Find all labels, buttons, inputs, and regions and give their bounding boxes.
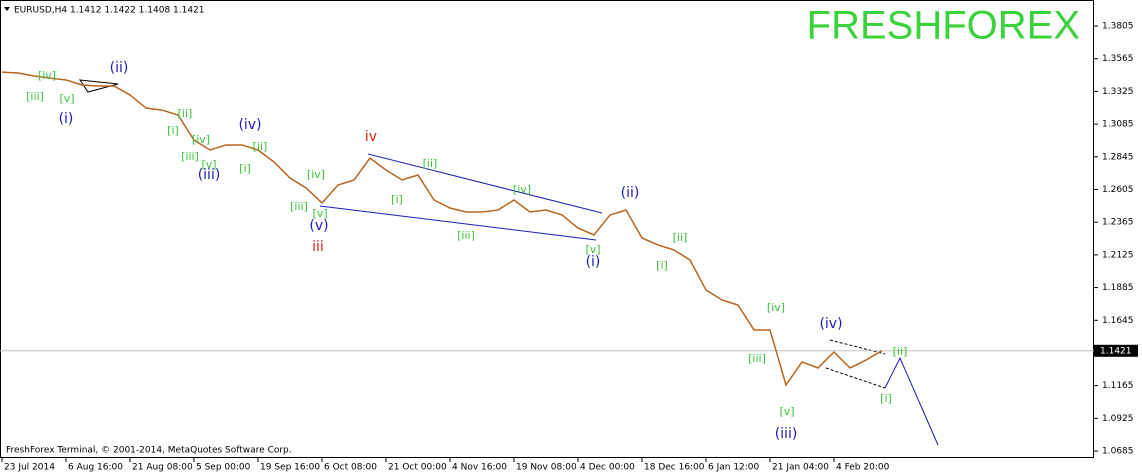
y-tick-label: 1.0925 xyxy=(1102,414,1134,424)
x-tick-label: 5 Sep 00:00 xyxy=(196,463,251,473)
wave-label: (iv) xyxy=(819,316,842,332)
wave-label: [iv] xyxy=(307,168,325,181)
y-tick-label: 1.2125 xyxy=(1102,250,1134,260)
channel-lines xyxy=(78,79,886,389)
x-tick-label: 21 Jan 04:00 xyxy=(772,463,829,473)
y-tick-label: 1.1885 xyxy=(1102,283,1134,293)
wave-label: [v] xyxy=(312,207,327,220)
x-tick-label: 18 Dec 16:00 xyxy=(644,463,705,473)
wave-label: [iv] xyxy=(192,133,210,146)
y-tick-label: 1.3085 xyxy=(1102,120,1134,130)
symbol-header: EURUSD,H4 1.1412 1.1422 1.1408 1.1421 xyxy=(14,6,205,16)
watermark: FRESHFOREX xyxy=(807,4,1080,48)
x-tick-label: 23 Jul 2014 xyxy=(4,463,55,473)
wave-lines xyxy=(319,153,939,446)
y-tick-label: 1.0685 xyxy=(1102,447,1134,457)
wave-label: [v] xyxy=(201,158,216,171)
wave-label: [i] xyxy=(167,124,179,137)
x-tick-label: 4 Feb 20:00 xyxy=(836,463,890,473)
wave-label: [iii] xyxy=(181,150,199,163)
x-tick-label: 21 Oct 00:00 xyxy=(388,463,447,473)
wave-label: [ii] xyxy=(253,140,268,153)
x-tick-label: 6 Oct 08:00 xyxy=(324,463,377,473)
wave-label: [ii] xyxy=(673,231,688,244)
current-price-box xyxy=(1094,344,1138,357)
wave-label: iii xyxy=(312,239,324,255)
current-price-label: 1.1421 xyxy=(1100,346,1132,356)
wave-label: [i] xyxy=(239,162,251,175)
wave-label: [iii] xyxy=(26,90,44,103)
wave-label: (i) xyxy=(59,111,74,127)
header-arrow xyxy=(4,7,10,11)
y-tick-label: 1.3565 xyxy=(1102,54,1134,64)
wave-label: [v] xyxy=(59,92,74,105)
x-tick-label: 19 Nov 08:00 xyxy=(516,463,577,473)
wave-label: (ii) xyxy=(110,60,129,76)
wave-label: [ii] xyxy=(893,345,908,358)
price-line xyxy=(1,71,883,387)
wave-label: (ii) xyxy=(621,185,640,201)
y-tick-label: 1.2365 xyxy=(1102,218,1134,228)
wave-label: [iii] xyxy=(290,200,308,213)
y-tick-label: 1.2845 xyxy=(1102,152,1134,162)
footer: FreshForex Terminal, © 2001-2014, MetaQu… xyxy=(6,446,292,456)
wave-label: [iv] xyxy=(513,183,531,196)
wave-label: [i] xyxy=(880,392,892,405)
wave-label: [ii] xyxy=(423,157,438,170)
y-tick-label: 1.1165 xyxy=(1102,381,1134,391)
x-tick-label: 4 Nov 16:00 xyxy=(452,463,507,473)
plot-frame xyxy=(0,0,1094,458)
wave-label: (v) xyxy=(309,218,328,234)
wave-label: [i] xyxy=(656,259,668,272)
wave-label: (iv) xyxy=(238,117,261,133)
x-tick-label: 19 Sep 16:00 xyxy=(260,463,320,473)
wave-label: (iii) xyxy=(775,426,798,442)
x-tick-label: 6 Jan 12:00 xyxy=(708,463,760,473)
wave-label: [iv] xyxy=(38,69,56,82)
wave-label: [v] xyxy=(585,243,600,256)
wave-label: [iv] xyxy=(767,301,785,314)
wave-label: [iii] xyxy=(457,229,475,242)
wave-label: (i) xyxy=(586,254,601,270)
y-tick-label: 1.2605 xyxy=(1102,185,1134,195)
wave-label: (iii) xyxy=(198,167,221,183)
y-tick-label: 1.1645 xyxy=(1102,316,1134,326)
y-tick-label: 1.3805 xyxy=(1102,22,1134,32)
y-tick-label: 1.3325 xyxy=(1102,87,1134,97)
x-tick-label: 4 Dec 00:00 xyxy=(580,463,635,473)
wave-label: [i] xyxy=(391,193,403,206)
x-tick-label: 6 Aug 16:00 xyxy=(68,463,123,473)
wave-label: [ii] xyxy=(178,107,193,120)
wave-label: iv xyxy=(365,129,377,145)
x-tick-label: 21 Aug 08:00 xyxy=(132,463,193,473)
wave-label: [v] xyxy=(779,405,794,418)
wave-label: [iii] xyxy=(748,352,766,365)
